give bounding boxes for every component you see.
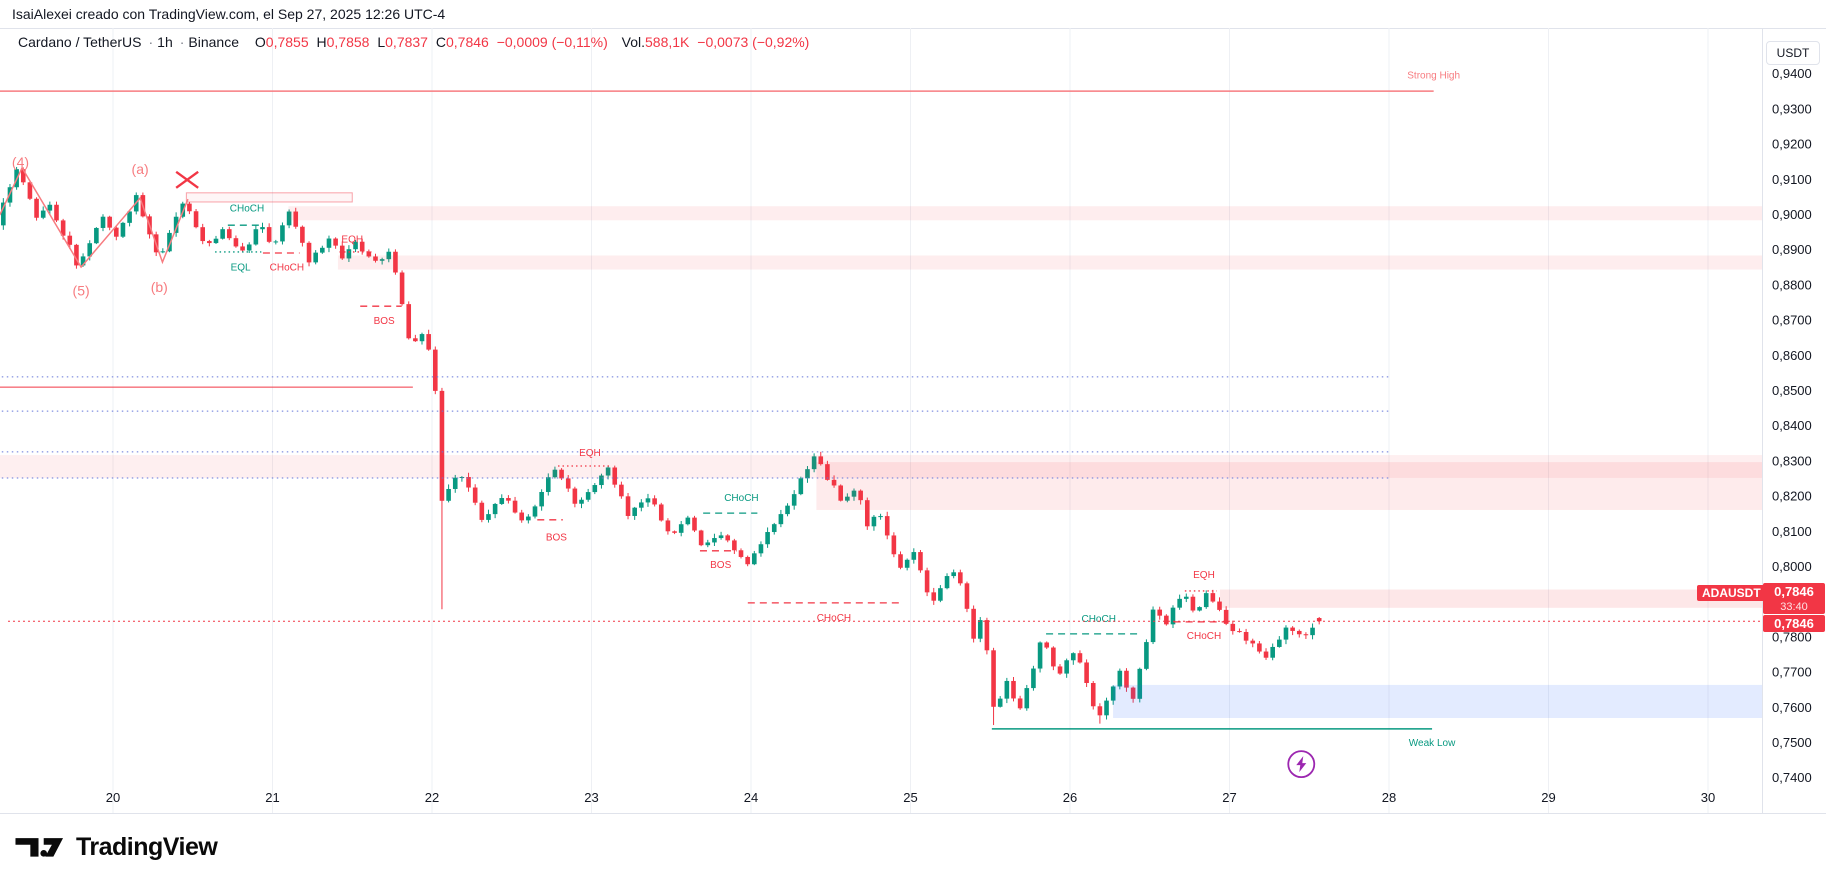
structure-label: CHoCH xyxy=(230,203,264,214)
attribution-text: IsaiAlexei creado con TradingView.com, e… xyxy=(12,6,446,22)
price-axis-tick[interactable]: 0,7500 xyxy=(1772,735,1812,750)
separator: · xyxy=(148,34,154,50)
high-label: H xyxy=(316,34,327,50)
time-axis-tick[interactable]: 30 xyxy=(1701,790,1715,805)
volume-value: 588,1K xyxy=(645,34,690,50)
currency-toggle-button[interactable]: USDT xyxy=(1766,41,1820,65)
symbol-name[interactable]: Cardano / TetherUS xyxy=(18,34,142,50)
time-axis-tick[interactable]: 21 xyxy=(265,790,279,805)
price-axis-tick[interactable]: 0,8800 xyxy=(1772,277,1812,292)
lightning-icon xyxy=(1296,756,1307,773)
structure-label: CHoCH xyxy=(1081,614,1115,625)
price-axis-tick[interactable]: 0,7400 xyxy=(1772,770,1812,785)
strong-high-line-label: Strong High xyxy=(1407,71,1460,82)
structure-label: (5) xyxy=(73,283,90,299)
bar-countdown: 33:40 xyxy=(1780,601,1808,613)
demand-zone-0760 xyxy=(1113,684,1762,719)
price-axis-tick[interactable]: 0,9100 xyxy=(1772,172,1812,187)
low-label: L xyxy=(377,34,386,50)
price-axis-tick[interactable]: 0,7700 xyxy=(1772,665,1812,680)
structure-label: CHoCH xyxy=(817,613,851,624)
structure-label: EQL xyxy=(231,263,251,274)
symbol-price-badge[interactable]: ADAUSDT xyxy=(1697,585,1766,601)
structure-label: (a) xyxy=(132,161,149,177)
price-axis-tick[interactable]: 0,8200 xyxy=(1772,489,1812,504)
mitigation-box xyxy=(185,192,353,203)
low-value: 0,7837 xyxy=(385,34,428,50)
price-axis-tick[interactable]: 0,8700 xyxy=(1772,313,1812,328)
structure-label: EQH xyxy=(341,234,363,245)
time-axis-tick[interactable]: 22 xyxy=(425,790,439,805)
volume-label: Vol. xyxy=(621,34,645,50)
last-price-value: 0,7846 xyxy=(1774,584,1814,599)
structure-label: CHoCH xyxy=(270,263,304,274)
open-label: O xyxy=(254,34,266,50)
separator: · xyxy=(179,34,185,50)
price-axis-tick[interactable]: 0,8300 xyxy=(1772,453,1812,468)
price-axis-border xyxy=(1762,28,1763,813)
exchange-name[interactable]: Binance xyxy=(188,34,239,50)
structure-label: CHoCH xyxy=(724,493,758,504)
tradingview-logo[interactable]: TradingView xyxy=(14,832,218,862)
price-axis-tick[interactable]: 0,7800 xyxy=(1772,629,1812,644)
price-axis-tick[interactable]: 0,8600 xyxy=(1772,348,1812,363)
time-axis-tick[interactable]: 24 xyxy=(744,790,758,805)
close-label: C xyxy=(435,34,446,50)
time-axis-tick[interactable]: 27 xyxy=(1222,790,1236,805)
interval[interactable]: 1h xyxy=(157,34,173,50)
elliott-wave-zigzag xyxy=(0,166,189,269)
price-axis-tick[interactable]: 0,8100 xyxy=(1772,524,1812,539)
supply-zone-0790 xyxy=(1219,589,1762,608)
time-axis-tick[interactable]: 20 xyxy=(106,790,120,805)
volume-change: −0,0073 (−0,92%) xyxy=(697,34,810,50)
price-axis-tick[interactable]: 0,9200 xyxy=(1772,137,1812,152)
price-axis-tick[interactable]: 0,8400 xyxy=(1772,418,1812,433)
price-axis-tick[interactable]: 0,9000 xyxy=(1772,207,1812,222)
structure-label: CHoCH xyxy=(1187,631,1221,642)
structure-label: EQH xyxy=(1193,570,1215,581)
price-axis-tick[interactable]: 0,8000 xyxy=(1772,559,1812,574)
tradingview-logo-icon xyxy=(15,838,64,857)
last-price-label: 0,7846 33:40 xyxy=(1763,583,1825,614)
chart-bottom-border xyxy=(0,813,1826,814)
price-axis-tick[interactable]: 0,9400 xyxy=(1772,66,1812,81)
price-line-label: 0,7846 xyxy=(1763,615,1825,632)
symbol-ohlc-bar[interactable]: Cardano / TetherUS · 1h · Binance O0,7855 H0… xyxy=(18,34,813,50)
price-axis-tick[interactable]: 0,8500 xyxy=(1772,383,1812,398)
structure-label: (b) xyxy=(151,279,168,295)
invalidation-x-icon xyxy=(175,170,199,189)
close-value: 0,7846 xyxy=(445,34,489,50)
high-value: 0,7858 xyxy=(326,34,370,50)
weak-low-line-label: Weak Low xyxy=(1409,738,1456,749)
structure-label: BOS xyxy=(546,533,567,544)
change-value: −0,0009 (−0,11%) xyxy=(496,34,608,50)
price-axis-tick[interactable]: 0,9300 xyxy=(1772,101,1812,116)
time-axis-tick[interactable]: 28 xyxy=(1382,790,1396,805)
structure-label: BOS xyxy=(710,560,731,571)
tradingview-logo-text: TradingView xyxy=(76,832,218,861)
structure-label: (4) xyxy=(12,154,29,170)
supply-zone-0825 xyxy=(816,462,1762,510)
time-axis-tick[interactable]: 29 xyxy=(1541,790,1555,805)
supply-zone-0900 xyxy=(288,206,1763,221)
open-value: 0,7855 xyxy=(265,34,309,50)
candlestick-series xyxy=(1,166,1322,726)
lightning-icon xyxy=(1287,750,1316,779)
price-axis-tick[interactable]: 0,7600 xyxy=(1772,700,1812,715)
supply-zone-0885 xyxy=(337,255,1762,270)
structure-label: EQH xyxy=(579,448,601,459)
supply-band-0830 xyxy=(0,455,1762,478)
time-axis-tick[interactable]: 26 xyxy=(1063,790,1077,805)
price-axis-tick[interactable]: 0,8900 xyxy=(1772,242,1812,257)
time-axis-tick[interactable]: 25 xyxy=(903,790,917,805)
structure-label: BOS xyxy=(374,316,395,327)
time-axis-tick[interactable]: 23 xyxy=(584,790,598,805)
chart-top-border xyxy=(0,28,1826,29)
